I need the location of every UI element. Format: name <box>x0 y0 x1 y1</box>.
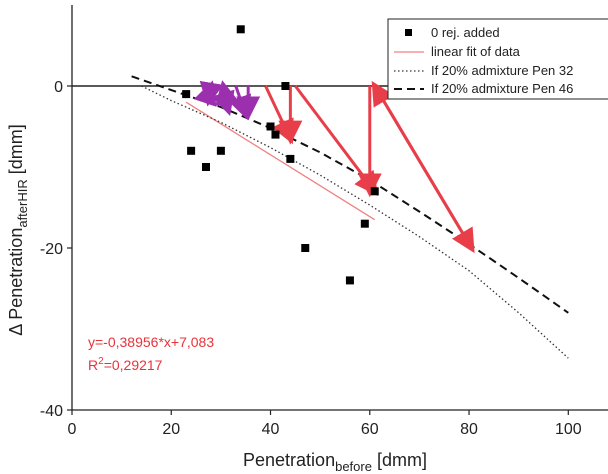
x-tick-label: 60 <box>361 421 379 438</box>
legend-label-points: 0 rej. added <box>431 25 500 40</box>
data-point <box>236 25 245 34</box>
fit-r-squared-prefix: R <box>88 357 98 373</box>
y-tick-label: 0 <box>54 79 63 96</box>
x-axis-title-unit: [dmm] <box>372 450 427 470</box>
red-arrow <box>294 85 379 197</box>
points-layer <box>182 25 379 285</box>
y-axis-title-unit: [dmm] <box>6 124 26 179</box>
data-point <box>266 122 275 131</box>
data-point <box>281 82 290 90</box>
legend-box <box>387 18 608 100</box>
data-point <box>182 90 191 99</box>
purple-arrow <box>215 80 239 111</box>
data-point <box>370 187 379 196</box>
purple-arrow <box>193 80 217 107</box>
x-tick-label: 0 <box>68 421 77 438</box>
data-point <box>271 130 280 139</box>
legend-label-fit: linear fit of data <box>431 44 521 59</box>
x-tick-label: 80 <box>460 421 478 438</box>
series-line-dotted <box>141 85 569 359</box>
x-tick-label: 20 <box>162 421 180 438</box>
legend-label-pen32: If 20% admixture Pen 32 <box>431 63 573 78</box>
y-tick-label: -40 <box>40 403 63 420</box>
y-axis-title-sub: afterHIR <box>15 179 30 227</box>
data-point <box>187 146 196 155</box>
arrows-layer <box>193 80 475 254</box>
y-axis-title: Δ PenetrationafterHIR [dmm] <box>6 124 30 336</box>
fit-r-squared-value: =0,29217 <box>104 357 163 373</box>
legend-marker-points <box>405 29 412 36</box>
x-tick-label: 100 <box>555 421 582 438</box>
y-axis-title-main: Δ Penetration <box>6 228 26 336</box>
red-arrow <box>371 80 473 249</box>
data-point <box>345 276 354 285</box>
x-tick-label: 40 <box>262 421 280 438</box>
data-point <box>216 146 225 155</box>
y-tick-label: -20 <box>40 241 63 258</box>
x-axis-title-main: Penetration <box>243 450 335 470</box>
y-ticks: 0 -20 -40 <box>40 79 72 420</box>
purple-arrow <box>228 85 252 121</box>
x-ticks: 0 20 40 60 80 100 <box>68 410 582 438</box>
red-arrow <box>264 85 294 145</box>
data-point <box>286 154 295 163</box>
x-axis-title-sub: before <box>335 459 372 474</box>
fit-equation: y=-0,38956*x+7,083 <box>88 334 214 350</box>
fit-r-squared-sup: 2 <box>98 356 104 367</box>
fit-r-squared: R2=0,29217 <box>88 356 163 373</box>
data-point <box>202 163 210 171</box>
data-point <box>301 244 310 252</box>
series-layer <box>131 75 569 359</box>
series-line-fit-line <box>185 101 376 221</box>
data-point <box>360 219 369 228</box>
legend: 0 rej. added linear fit of data If 20% a… <box>387 18 608 100</box>
legend-label-pen46: If 20% admixture Pen 46 <box>431 81 573 96</box>
x-axis-title: Penetrationbefore [dmm] <box>243 450 427 474</box>
